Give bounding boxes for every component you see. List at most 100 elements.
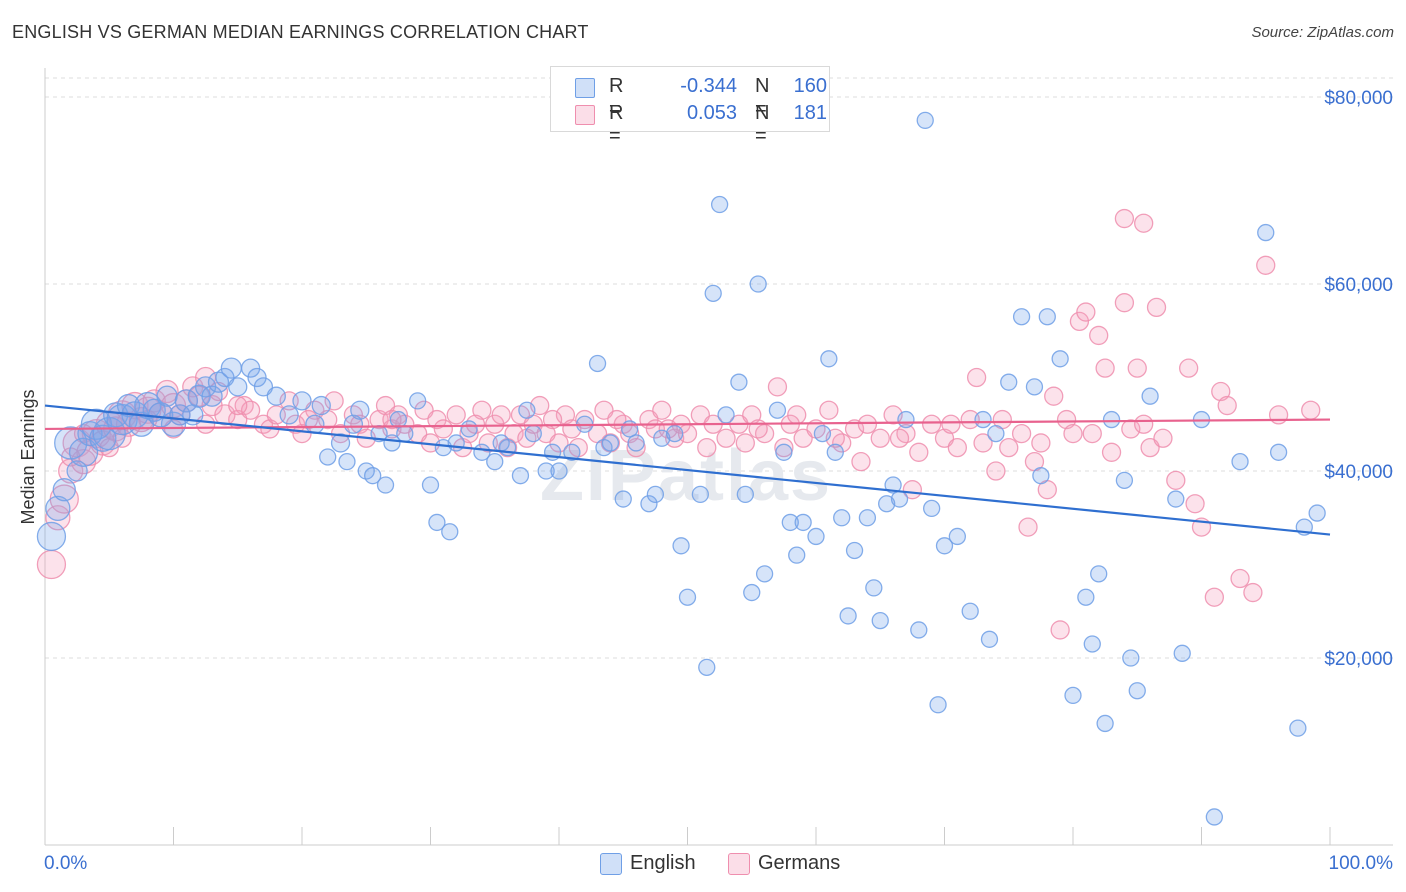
germans-point <box>1134 213 1154 233</box>
english-point <box>330 433 351 453</box>
english-point <box>537 462 555 480</box>
english-point <box>319 448 337 466</box>
english-point <box>820 350 838 368</box>
english-point <box>220 357 242 379</box>
germans-point <box>1268 405 1289 425</box>
germans-point <box>697 437 717 458</box>
english-point <box>1289 719 1307 737</box>
y-tick-label: $20,000 <box>1324 649 1393 670</box>
y-tick-label: $60,000 <box>1324 275 1393 296</box>
trend-lines <box>44 404 1331 536</box>
english-point <box>1205 808 1223 826</box>
germans-point <box>228 395 248 416</box>
germans-point <box>857 414 878 434</box>
english-point <box>813 424 832 443</box>
english-trend-line <box>44 404 1331 536</box>
english-point <box>511 467 530 485</box>
english-point <box>253 377 274 397</box>
english-point <box>52 478 76 502</box>
english-point <box>36 521 67 552</box>
english-point <box>266 386 286 406</box>
english-point <box>974 410 992 429</box>
english-point <box>1012 308 1031 326</box>
english-point <box>1064 686 1082 705</box>
germans-point <box>446 405 466 425</box>
germans-point <box>99 437 119 458</box>
english-point <box>948 527 966 546</box>
english-point <box>1257 223 1275 242</box>
english-point <box>865 579 883 597</box>
english-point <box>884 476 902 494</box>
germans-point <box>459 423 479 444</box>
germans-point <box>1044 386 1064 406</box>
germans-point <box>1134 414 1154 434</box>
germans-point <box>1230 568 1250 589</box>
germans-point <box>1179 358 1199 378</box>
english-point <box>826 443 844 461</box>
english-point <box>174 389 199 413</box>
english-point <box>923 499 941 518</box>
english-point <box>486 452 504 471</box>
english-point <box>434 438 453 457</box>
english-point <box>201 385 223 407</box>
germans-point <box>735 433 755 453</box>
english-point <box>691 485 709 504</box>
germans-point <box>774 437 794 458</box>
english-point <box>1173 644 1191 662</box>
germans-swatch <box>728 853 750 875</box>
english-point <box>614 490 632 508</box>
english-point <box>408 392 427 410</box>
n-label: N = <box>755 102 770 147</box>
english-point <box>428 513 446 532</box>
x-tick-labels: 0.0% 100.0% <box>44 853 1393 874</box>
germans-point <box>1031 433 1051 453</box>
english-point <box>338 452 356 471</box>
germans-point <box>1166 470 1186 491</box>
germans-point <box>549 433 569 453</box>
english-point <box>247 367 267 388</box>
english-point <box>1096 714 1114 733</box>
english-point <box>240 358 261 378</box>
legend-label: Germans <box>758 852 841 874</box>
english-point <box>672 537 690 555</box>
watermark: ZIPatlas <box>540 436 832 516</box>
germans-point <box>1114 293 1135 313</box>
y-tick-label: $80,000 <box>1324 88 1393 109</box>
germans-point <box>485 414 505 434</box>
germans-point <box>1217 395 1237 416</box>
english-point <box>92 416 126 451</box>
english-point <box>447 434 465 452</box>
english-point <box>627 434 645 452</box>
english-point <box>350 400 370 420</box>
y-axis-label: Median Earnings <box>18 389 38 524</box>
germans-swatch <box>575 105 595 125</box>
english-point <box>1167 490 1185 508</box>
r-value: -0.344 <box>680 75 737 97</box>
y-tick-label: $40,000 <box>1324 462 1393 483</box>
english-point <box>156 385 178 407</box>
germans-point <box>767 377 788 397</box>
english-point <box>768 401 787 419</box>
germans-point <box>1256 255 1276 275</box>
n-label: N = <box>755 75 770 120</box>
english-point <box>910 621 928 639</box>
germans-point <box>626 437 646 458</box>
english-point <box>45 495 71 522</box>
english-point <box>839 607 857 625</box>
germans-point <box>986 461 1006 481</box>
germans-point <box>1243 582 1263 603</box>
germans-point <box>1127 358 1147 378</box>
germans-point <box>652 400 672 420</box>
english-point <box>698 658 716 676</box>
english-point <box>518 401 536 419</box>
english-point <box>749 275 767 293</box>
r-value: 0.053 <box>686 102 737 124</box>
germans-point <box>960 409 980 430</box>
english-point <box>292 391 312 411</box>
english-point <box>807 527 825 546</box>
germans-point <box>1011 423 1032 444</box>
english-point <box>343 414 364 434</box>
germans-point <box>1095 358 1115 378</box>
english-point <box>1102 410 1121 429</box>
germans-point <box>793 428 813 448</box>
